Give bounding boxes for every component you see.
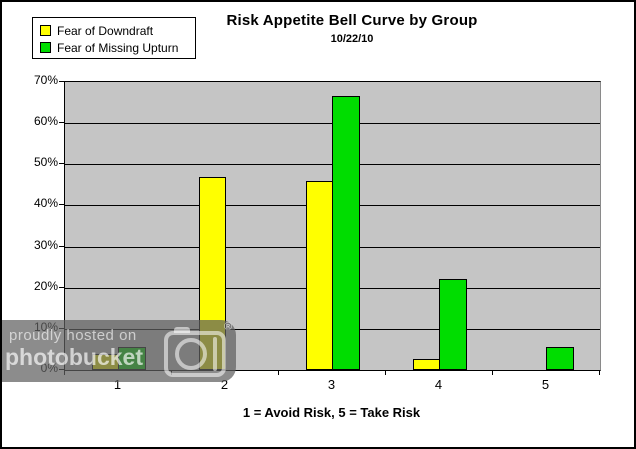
bar-series1-group4 [438,279,467,370]
y-axis-tick [59,81,64,82]
y-axis-tick [59,122,64,124]
y-axis-tick [59,204,64,206]
y-axis-label-50%: 50% [33,155,58,170]
watermark-brand-text: photobucket [5,344,143,370]
x-axis-label-1: 1 [113,377,122,392]
photobucket-watermark: proudly hosted on photobucket ® [2,320,236,382]
camera-icon [164,327,226,377]
legend-label: Fear of Missing Upturn [57,40,179,55]
watermark-hosted-text: proudly hosted on [9,327,137,344]
y-axis-label-30%: 30% [33,237,58,252]
camera-notch [174,327,190,333]
x-axis-label-5: 5 [541,377,550,392]
bar-series1-group5 [545,347,574,370]
camera-lens [175,338,207,370]
x-axis-tick [385,370,386,375]
legend-item-fear-of-missing-upturn: Fear of Missing Upturn [40,39,195,56]
registered-trademark-icon: ® [224,321,233,333]
y-axis-label-20%: 20% [33,278,58,293]
y-axis-label-40%: 40% [33,196,58,211]
legend-item-fear-of-downdraft: Fear of Downdraft [40,22,195,39]
chart-title: Risk Appetite Bell Curve by Group [226,12,478,29]
y-axis-tick [59,245,64,247]
legend-swatch-yellow [40,25,51,36]
x-axis-tick [278,370,279,375]
chart-subtitle: 10/22/10 [330,33,374,45]
legend: Fear of Downdraft Fear of Missing Upturn [32,17,196,59]
camera-side-bar [213,337,217,371]
x-axis-tick [492,370,493,375]
y-axis-tick [59,286,64,288]
y-axis-label-60%: 60% [33,114,58,129]
y-axis-tick [59,163,64,165]
x-axis-title: 1 = Avoid Risk, 5 = Take Risk [242,405,421,420]
legend-swatch-green [40,42,51,53]
legend-label: Fear of Downdraft [57,23,154,38]
bar-series1-group3 [331,96,360,370]
x-axis-tick [599,370,600,375]
x-axis-label-4: 4 [434,377,443,392]
x-axis-label-2: 2 [220,377,229,392]
x-axis-label-3: 3 [327,377,336,392]
bar-series0-group4 [412,358,440,370]
y-axis-label-70%: 70% [33,73,58,87]
bar-series0-group3 [305,180,333,370]
